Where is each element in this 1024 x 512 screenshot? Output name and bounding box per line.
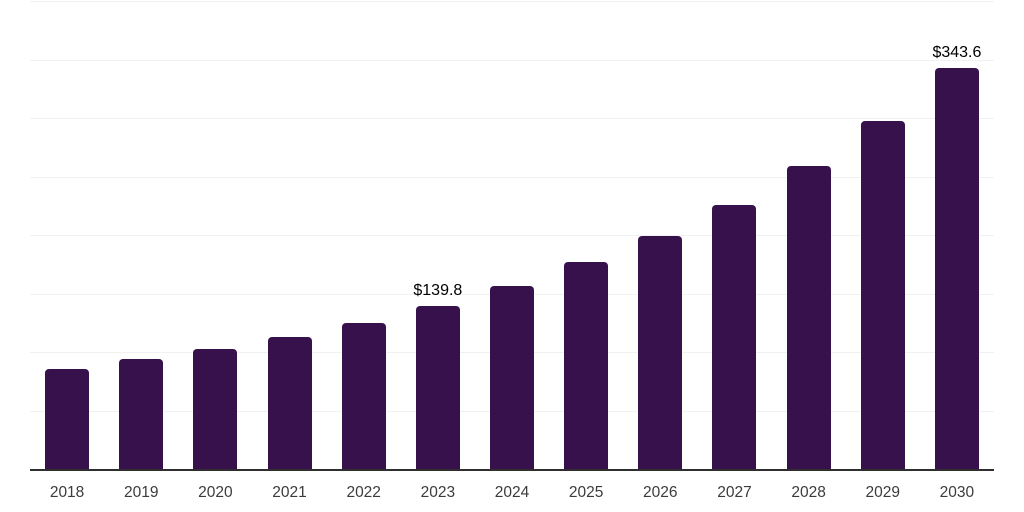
gridline-200 <box>30 235 994 236</box>
gridline-300 <box>30 118 994 119</box>
x-tick-label-2025: 2025 <box>568 484 604 501</box>
gridline-350 <box>30 59 994 61</box>
x-axis-line <box>30 469 994 471</box>
bar-2026 <box>638 235 683 470</box>
bar-2028 <box>786 165 831 470</box>
x-tick-label-2024: 2024 <box>494 484 530 501</box>
x-tick-label-2027: 2027 <box>717 484 752 501</box>
bar-2020 <box>193 348 238 470</box>
x-tick-label-2018: 2018 <box>49 484 85 501</box>
x-tick-label-2019: 2019 <box>123 484 159 501</box>
bar-2018 <box>45 368 90 470</box>
bar-2024 <box>490 285 534 470</box>
x-tick-label-2020: 2020 <box>198 484 233 501</box>
x-tick-label-2028: 2028 <box>791 484 826 501</box>
bar-2022 <box>341 322 386 470</box>
x-tick-label-2029: 2029 <box>865 484 901 501</box>
bar-value-label-2023: $139.8 <box>413 282 463 300</box>
x-tick-label-2026: 2026 <box>643 484 678 501</box>
x-tick-label-2030: 2030 <box>939 484 975 501</box>
bar-2019 <box>119 358 164 470</box>
bar-2030 <box>934 68 979 470</box>
bar-2025 <box>564 262 609 470</box>
gridline-400 <box>30 1 994 2</box>
bar-value-label-2030: $343.6 <box>932 44 982 61</box>
bar-2027 <box>712 204 757 470</box>
gridline-250 <box>30 176 994 178</box>
bar-2029 <box>860 121 905 470</box>
x-tick-label-2022: 2022 <box>346 484 381 501</box>
bar-2021 <box>267 336 312 470</box>
bar-2023 <box>415 306 460 470</box>
x-tick-label-2021: 2021 <box>272 484 307 501</box>
bars: $139.8 $343.6 <box>30 2 994 470</box>
x-tick-label-2023: 2023 <box>420 484 456 501</box>
plot-area: $139.8 $343.6 <box>30 1 994 471</box>
